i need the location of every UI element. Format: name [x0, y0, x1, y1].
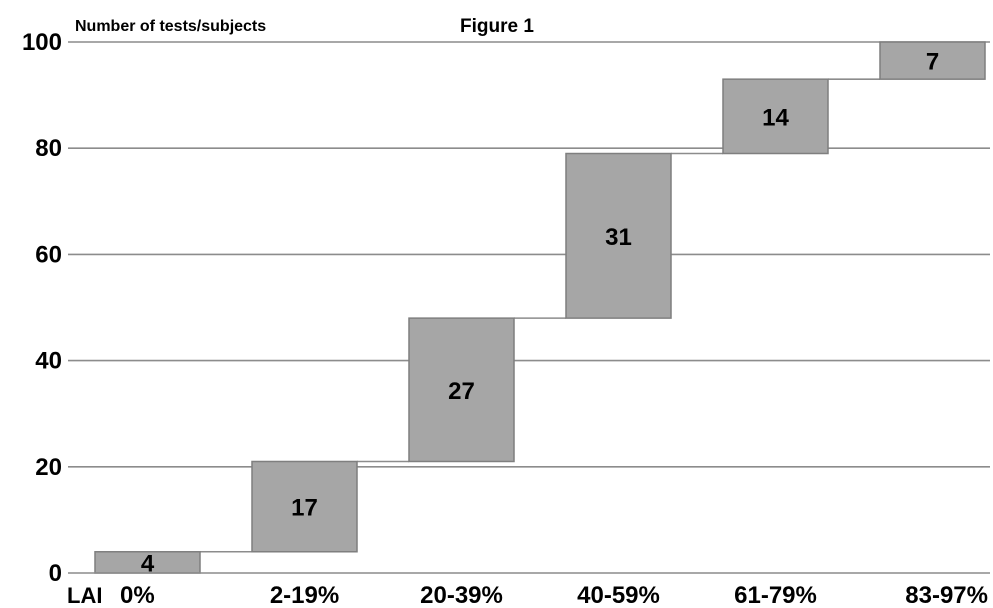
y-tick-label: 0 — [49, 560, 62, 587]
y-axis-title: Number of tests/subjects — [75, 18, 266, 35]
data-label: 17 — [291, 495, 318, 522]
y-tick-label: 80 — [35, 135, 62, 162]
x-tick-labels: 0% 2-19% 20-39% 40-59% 61-79% 83-97% — [120, 582, 988, 608]
x-tick-label: 40-59% — [577, 582, 660, 608]
x-axis-title: LAI — [67, 583, 102, 608]
y-tick-label: 20 — [35, 454, 62, 481]
gridlines — [68, 42, 990, 467]
data-label: 14 — [762, 104, 789, 131]
data-label: 31 — [605, 224, 632, 251]
x-tick-label: 2-19% — [270, 582, 339, 608]
x-tick-label: 0% — [120, 582, 155, 608]
data-label: 7 — [926, 49, 939, 76]
y-tick-labels: 0 20 40 60 80 100 — [22, 29, 62, 587]
chart-title: Figure 1 — [460, 16, 534, 37]
x-tick-label: 20-39% — [420, 582, 503, 608]
bars — [95, 42, 985, 573]
y-tick-label: 60 — [35, 241, 62, 268]
y-tick-label: 100 — [22, 29, 62, 56]
y-tick-label: 40 — [35, 348, 62, 375]
x-tick-label: 61-79% — [734, 582, 817, 608]
x-tick-label: 83-97% — [905, 582, 988, 608]
data-label: 27 — [448, 378, 475, 405]
